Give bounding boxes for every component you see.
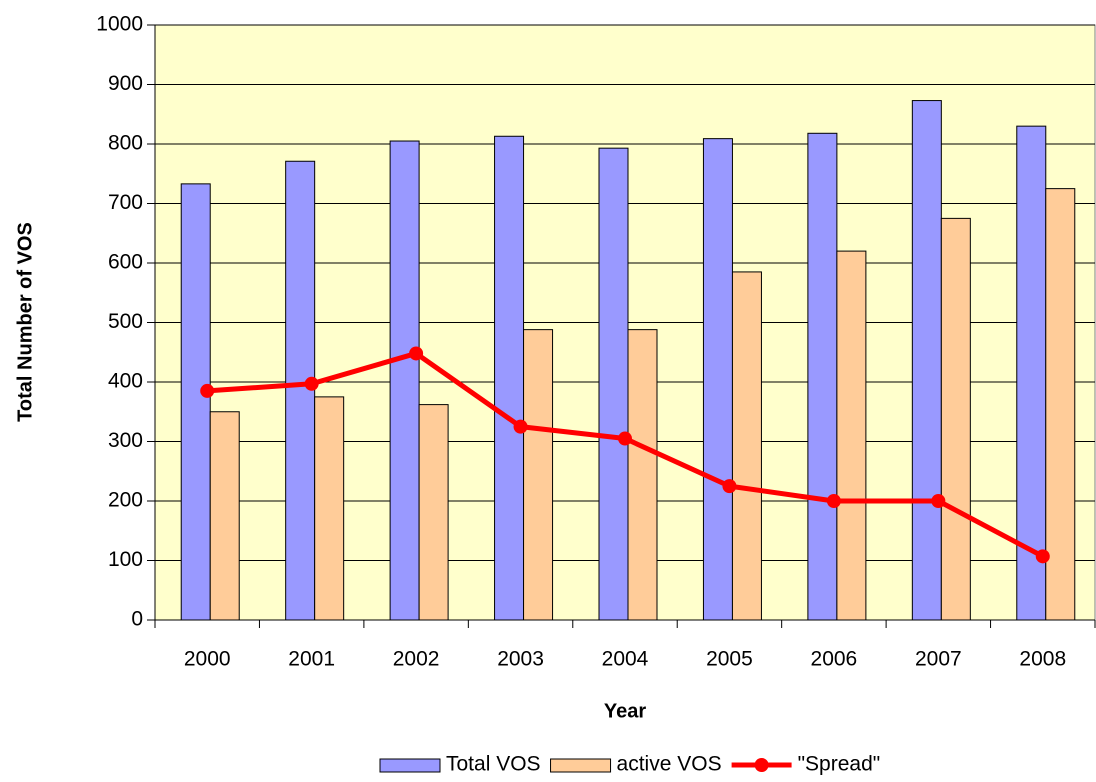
y-tick-label: 400 xyxy=(108,370,143,393)
bar xyxy=(180,183,211,621)
bar xyxy=(807,132,838,621)
line-marker xyxy=(304,376,319,391)
y-tick-label: 800 xyxy=(108,132,143,155)
line-marker xyxy=(200,383,215,398)
y-tick-label: 600 xyxy=(108,251,143,274)
bar xyxy=(523,329,554,621)
line-marker xyxy=(513,419,528,434)
y-tick-label: 700 xyxy=(108,191,143,214)
y-tick-label: 0 xyxy=(131,608,143,631)
x-tick-label: 2003 xyxy=(497,648,544,671)
x-tick-label: 2005 xyxy=(706,648,753,671)
y-tick-label: 200 xyxy=(108,489,143,512)
line-marker xyxy=(826,494,841,508)
x-axis-title: Year xyxy=(604,700,646,722)
y-tick-label: 500 xyxy=(108,310,143,333)
bar xyxy=(731,271,762,621)
y-axis-title: Total Number of VOS xyxy=(14,222,36,422)
y-tick-label: 900 xyxy=(108,72,143,95)
bar xyxy=(836,250,867,621)
line-marker xyxy=(1035,549,1050,564)
bar xyxy=(598,147,629,621)
bar xyxy=(627,329,658,621)
legend-swatch xyxy=(379,758,441,773)
bar xyxy=(494,135,525,621)
legend-label: active VOS xyxy=(617,753,722,776)
bar xyxy=(389,140,420,621)
bar xyxy=(911,100,942,621)
bar xyxy=(1045,188,1076,621)
x-tick-label: 2007 xyxy=(915,648,962,671)
bar xyxy=(418,404,449,621)
line-marker xyxy=(409,346,424,361)
legend-label: "Spread" xyxy=(798,753,881,776)
legend-swatch xyxy=(754,758,769,772)
line-marker xyxy=(931,494,946,508)
x-tick-label: 2002 xyxy=(393,648,440,671)
y-tick-label: 1000 xyxy=(96,13,143,36)
bar xyxy=(1016,125,1047,621)
line-marker xyxy=(722,479,737,494)
bar xyxy=(209,411,240,621)
bar xyxy=(314,396,345,621)
legend-label: Total VOS xyxy=(446,753,541,776)
bar xyxy=(285,160,316,621)
legend-swatch xyxy=(550,758,612,773)
x-tick-label: 2000 xyxy=(184,648,231,671)
bar xyxy=(702,138,733,621)
x-tick-label: 2004 xyxy=(602,648,649,671)
y-tick-label: 300 xyxy=(108,429,143,452)
x-tick-label: 2001 xyxy=(288,648,335,671)
x-tick-label: 2006 xyxy=(811,648,858,671)
y-tick-label: 100 xyxy=(108,548,143,571)
bar xyxy=(940,217,971,621)
x-tick-label: 2008 xyxy=(1019,648,1066,671)
line-marker xyxy=(618,431,632,446)
